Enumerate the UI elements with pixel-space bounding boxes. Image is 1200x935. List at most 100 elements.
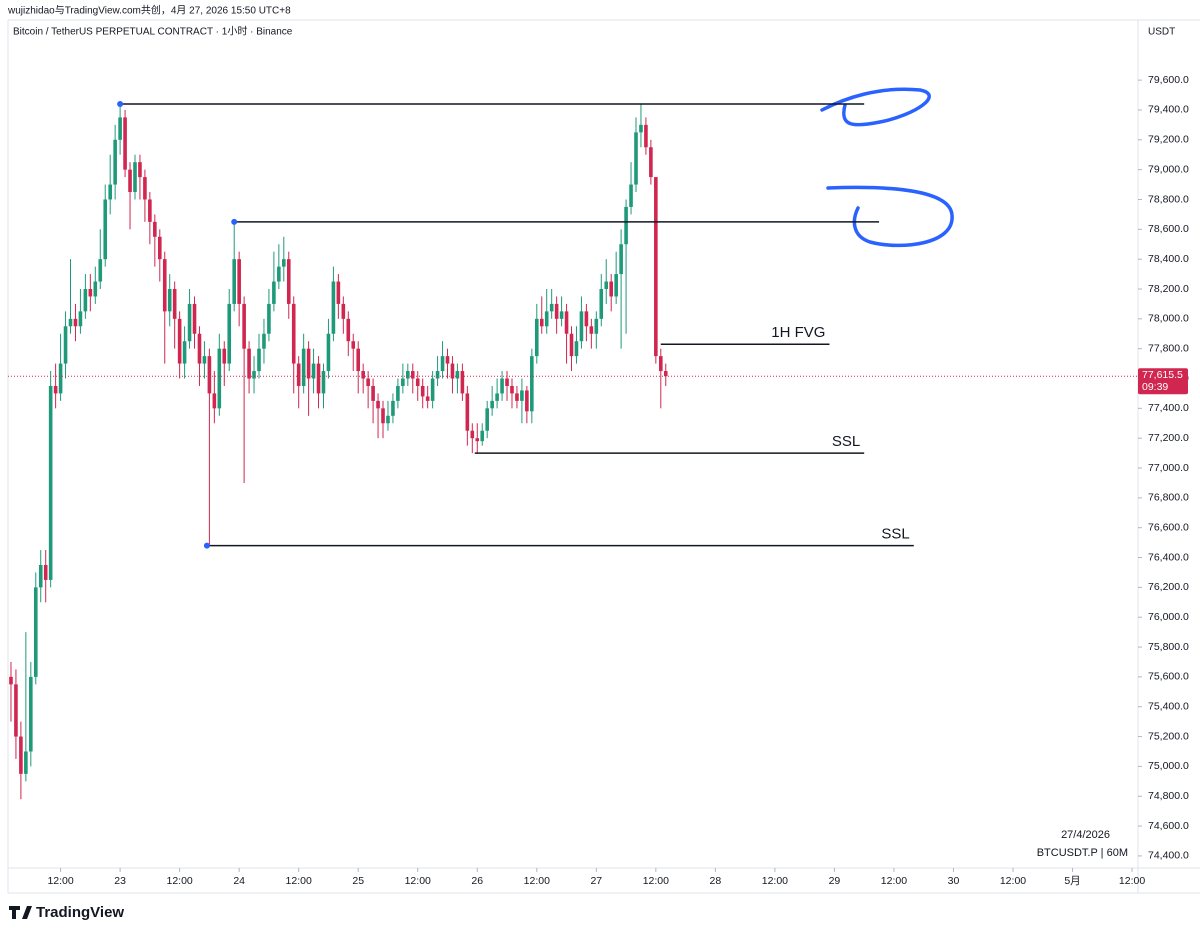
candle-body	[43, 564, 48, 580]
candle-body	[634, 132, 638, 185]
candle-body	[445, 356, 450, 364]
y-tick-label: 74,600.0	[1148, 820, 1189, 832]
candle-body	[500, 378, 504, 394]
candle-body	[277, 266, 281, 282]
candle-body	[495, 393, 499, 401]
candle-body	[237, 259, 241, 304]
candle-body	[331, 281, 336, 334]
candle-body	[599, 288, 604, 319]
watermark: wujizhidao与TradingView.com共创，4月 27, 2026…	[7, 4, 291, 17]
candle-body	[143, 177, 147, 200]
y-tick-label: 75,600.0	[1148, 671, 1189, 683]
y-tick-label: 79,000.0	[1148, 163, 1189, 175]
candle-body	[609, 281, 613, 297]
candle-body	[128, 169, 132, 193]
candle-body	[549, 303, 554, 312]
candle-body	[559, 311, 564, 319]
candle-body	[133, 162, 137, 193]
brand-logo: TradingView	[9, 904, 124, 921]
candle-body	[177, 318, 182, 364]
candle-body	[639, 124, 643, 133]
candle-body	[123, 117, 127, 170]
x-tick-label: 30	[948, 875, 960, 887]
y-tick-label: 76,800.0	[1148, 492, 1189, 504]
candle-body	[554, 303, 559, 319]
candle-body	[366, 378, 370, 386]
candle-body	[515, 393, 519, 401]
y-tick-label: 74,400.0	[1148, 850, 1189, 862]
candle-body	[663, 371, 668, 377]
x-tick-label: 24	[233, 875, 245, 887]
candle-body	[510, 385, 514, 394]
y-tick-label: 78,200.0	[1148, 283, 1189, 295]
level-label: SSL	[881, 526, 909, 543]
candle-body	[103, 199, 108, 260]
candle-body	[539, 318, 544, 327]
candle-body	[619, 244, 623, 275]
y-tick-label: 78,600.0	[1148, 223, 1189, 235]
candle-body	[351, 341, 356, 349]
candle-body	[391, 400, 395, 416]
candle-body	[93, 281, 98, 297]
candle-body	[594, 318, 599, 334]
candle-body	[108, 184, 112, 200]
candle-body	[659, 356, 663, 372]
candle-body	[83, 288, 88, 312]
candle-body	[644, 124, 648, 148]
x-tick-label: 12:00	[524, 875, 550, 887]
candle-body	[73, 318, 78, 327]
level-anchor	[117, 100, 124, 107]
candle-body	[24, 751, 28, 774]
candle-body	[192, 303, 197, 334]
x-tick-label: 12:00	[1000, 875, 1026, 887]
y-tick-label: 79,600.0	[1148, 74, 1189, 86]
y-tick-label: 78,000.0	[1148, 313, 1189, 325]
candle-body	[272, 281, 276, 304]
y-tick-label: 75,200.0	[1148, 730, 1189, 742]
candle-body	[98, 259, 103, 282]
candle-body	[624, 206, 628, 245]
candle-body	[604, 281, 609, 289]
candle-body	[301, 348, 306, 386]
candle-body	[475, 438, 480, 442]
candle-body	[386, 415, 390, 424]
candle-body	[589, 326, 594, 334]
brand-name: TradingView	[36, 904, 124, 921]
y-tick-label: 76,200.0	[1148, 581, 1189, 593]
candle-body	[629, 184, 633, 207]
candle-body	[465, 393, 470, 431]
candle-body	[247, 348, 251, 379]
candle-body	[19, 736, 23, 774]
last-price-box	[1138, 368, 1188, 395]
candle-body	[138, 162, 142, 178]
candle-body	[361, 371, 365, 379]
candle-body	[58, 363, 63, 394]
x-tick-label: 12:00	[643, 875, 669, 887]
last-price-label: 77,615.5	[1142, 369, 1183, 381]
candle-body	[262, 333, 266, 349]
candle-body	[356, 348, 361, 372]
candle-body	[381, 408, 385, 424]
candle-body	[569, 333, 574, 357]
candle-body	[425, 396, 430, 401]
candle-body	[162, 259, 167, 312]
candle-body	[257, 348, 261, 372]
candle-body	[202, 356, 207, 364]
candle-body	[306, 348, 311, 379]
y-tick-label: 76,000.0	[1148, 611, 1189, 623]
candles	[9, 103, 668, 800]
hand-drawn-curve	[826, 185, 954, 248]
candle-body	[430, 378, 435, 401]
date-note: 27/4/2026	[1061, 829, 1110, 841]
candle-body	[282, 259, 286, 267]
candle-body	[584, 311, 589, 327]
candle-body	[341, 303, 346, 319]
candle-body	[480, 430, 485, 442]
candle-body	[485, 408, 489, 431]
y-tick-label: 78,400.0	[1148, 253, 1189, 265]
candle-body	[316, 363, 321, 394]
candle-body	[78, 311, 83, 327]
candle-body	[455, 371, 460, 379]
candle-body	[296, 363, 301, 386]
